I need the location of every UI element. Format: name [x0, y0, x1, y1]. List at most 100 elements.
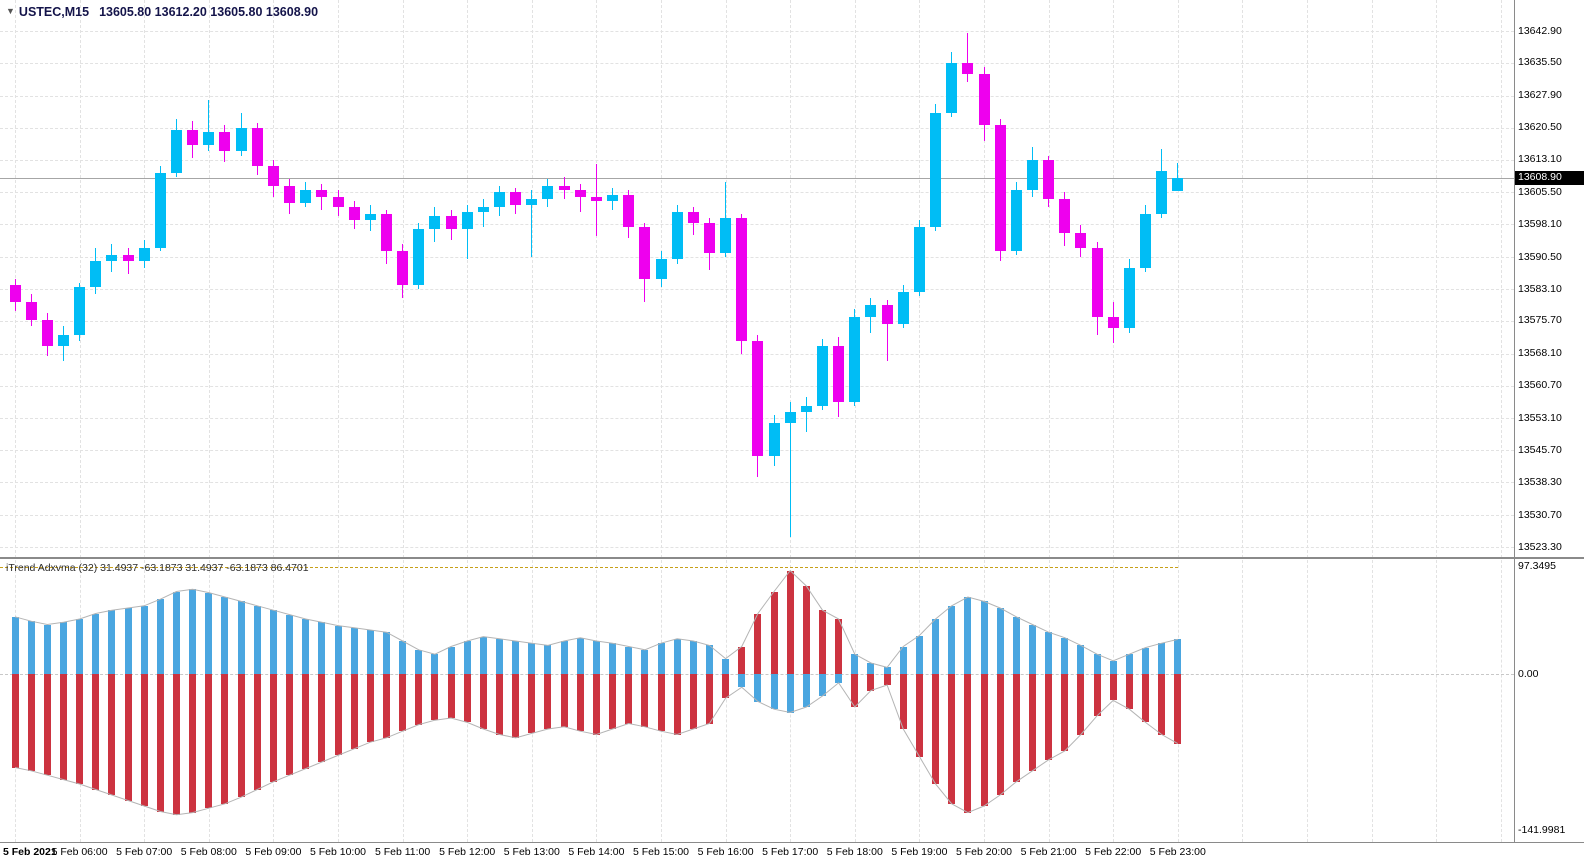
histogram-bar-up: [819, 674, 826, 696]
panel-splitter[interactable]: [0, 557, 1584, 559]
histogram-bar-down: [366, 674, 374, 743]
time-axis-label: 5 Feb 07:00: [116, 846, 173, 858]
histogram-bar-up: [592, 641, 600, 674]
histogram-bar-down: [431, 674, 439, 721]
candle-body: [494, 192, 505, 208]
histogram-bar-up: [496, 638, 503, 674]
candle-body: [526, 198, 538, 206]
indicator-axis-label: -141.9981: [1518, 823, 1566, 836]
time-axis-label: 5 Feb 2021: [3, 846, 57, 858]
histogram-bar-down: [237, 674, 245, 798]
gridline-horizontal: [0, 31, 1514, 32]
histogram-bar-down: [221, 674, 229, 804]
price-axis-label: 13627.90: [1518, 89, 1562, 102]
histogram-bar-down: [705, 674, 713, 724]
candle-body: [558, 185, 570, 191]
gridline-vertical: [338, 0, 339, 558]
histogram-bar-down: [770, 591, 778, 674]
price-axis-label: 13605.50: [1518, 185, 1562, 198]
histogram-bar-up: [512, 641, 520, 674]
price-axis-label: 13620.50: [1518, 121, 1562, 134]
histogram-bar-up: [350, 627, 358, 674]
histogram-bar-down: [76, 674, 84, 784]
histogram-bar-up: [221, 597, 229, 674]
histogram-bar-up: [673, 638, 681, 674]
gridline-vertical: [1048, 0, 1050, 558]
histogram-bar-down: [964, 674, 972, 813]
candle-body: [267, 166, 279, 186]
histogram-bar-down: [835, 619, 843, 674]
histogram-bar-up: [237, 601, 245, 674]
time-axis-label: 5 Feb 08:00: [180, 846, 237, 858]
candle-body: [913, 226, 925, 292]
histogram-bar-down: [1077, 674, 1085, 735]
price-axis-label: 13523.30: [1518, 540, 1562, 553]
histogram-bar-down: [867, 674, 875, 691]
candle-body: [881, 304, 893, 324]
time-axis-label: 5 Feb 11:00: [374, 846, 431, 858]
histogram-bar-down: [899, 674, 907, 729]
candle-body: [461, 211, 473, 230]
histogram-bar-up: [156, 599, 164, 674]
histogram-bar-up: [1174, 639, 1182, 674]
time-axis-label: 5 Feb 23:00: [1149, 846, 1206, 858]
price-axis-label: 13530.70: [1518, 508, 1562, 521]
price-chart-panel[interactable]: [0, 0, 1514, 558]
histogram-bar-up: [786, 674, 794, 713]
histogram-bar-down: [205, 674, 213, 809]
gridline-vertical: [725, 0, 727, 558]
indicator-axis[interactable]: [1515, 559, 1584, 842]
candle-body: [41, 319, 53, 346]
histogram-bar-up: [431, 654, 439, 674]
current-price-line: [0, 177, 1514, 179]
time-axis-label: 5 Feb 19:00: [891, 846, 948, 858]
histogram-bar-up: [318, 622, 326, 674]
histogram-bar-down: [1109, 674, 1117, 701]
price-axis[interactable]: [1515, 0, 1584, 558]
time-axis-label: 5 Feb 17:00: [762, 846, 819, 858]
candle-body: [1172, 177, 1184, 192]
gridline-vertical: [1307, 0, 1308, 558]
price-axis-label: 13568.10: [1518, 347, 1562, 360]
gridline-vertical: [984, 0, 985, 558]
histogram-bar-up: [915, 635, 923, 674]
candle-body: [397, 250, 409, 286]
time-axis-label: 5 Feb 06:00: [51, 846, 108, 858]
histogram-bar-down: [819, 610, 826, 674]
histogram-bar-down: [609, 674, 617, 729]
histogram-bar-down: [673, 674, 681, 735]
candle-body: [1026, 160, 1038, 191]
gridline-vertical: [854, 0, 856, 558]
histogram-bar-up: [479, 636, 487, 674]
candle-body: [1123, 267, 1135, 329]
candle-body: [219, 131, 231, 152]
histogram-bar-down: [318, 674, 326, 762]
histogram-bar-down: [1028, 674, 1036, 771]
histogram-bar-up: [27, 621, 35, 674]
candle-body: [332, 196, 344, 208]
histogram-bar-down: [189, 674, 197, 813]
candle-wick: [1177, 163, 1179, 192]
gridline-vertical: [790, 0, 792, 558]
candle-wick: [805, 397, 807, 432]
histogram-bar-down: [108, 674, 116, 795]
histogram-bar-down: [996, 674, 1004, 795]
histogram-bar-up: [576, 637, 584, 674]
candle-wick: [466, 205, 468, 260]
histogram-bar-down: [463, 674, 471, 723]
candle-body: [1010, 190, 1022, 251]
candle-wick: [127, 248, 129, 275]
candle-body: [655, 259, 667, 279]
price-axis-label: 13613.10: [1518, 153, 1562, 166]
histogram-bar-down: [1174, 674, 1182, 744]
histogram-bar-down: [915, 674, 923, 757]
histogram-bar-up: [269, 610, 277, 674]
candle-wick: [967, 32, 969, 83]
candle-body: [187, 129, 199, 145]
candle-body: [897, 291, 909, 324]
gridline-vertical: [1113, 560, 1115, 842]
candle-body: [380, 213, 392, 251]
histogram-bar-up: [835, 674, 843, 683]
histogram-bar-up: [415, 649, 423, 674]
